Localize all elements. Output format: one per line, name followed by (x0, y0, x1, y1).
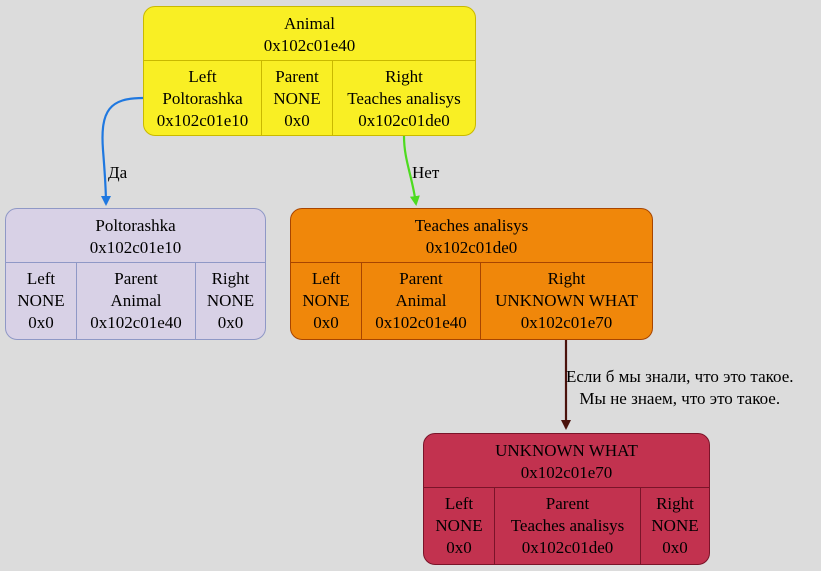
node-header: Animal 0x102c01e40 (144, 7, 475, 61)
node-title: UNKNOWN WHAT (495, 441, 638, 460)
field-left: Left NONE 0x0 (424, 488, 495, 564)
node-unknown-what: UNKNOWN WHAT 0x102c01e70 Left NONE 0x0 P… (423, 433, 710, 565)
edge-label-yes: Да (108, 163, 128, 182)
node-address: 0x102c01e10 (89, 238, 182, 257)
node-poltorashka: Poltorashka 0x102c01e10 Left NONE 0x0 Pa… (5, 208, 266, 340)
field-address: 0x102c01e70 (520, 313, 613, 332)
field-parent: Parent Animal 0x102c01e40 (77, 263, 196, 339)
node-title: Animal (284, 14, 335, 33)
node-animal: Animal 0x102c01e40 Left Poltorashka 0x10… (143, 6, 476, 136)
field-label: Left (444, 494, 474, 513)
node-header: Teaches analisys 0x102c01de0 (291, 209, 652, 263)
field-name: Poltorashka (162, 89, 243, 108)
field-name: NONE (273, 89, 321, 108)
edge-yes (100, 96, 144, 206)
field-parent: Parent Animal 0x102c01e40 (362, 263, 481, 339)
field-address: 0x0 (217, 313, 244, 332)
field-right: Right NONE 0x0 (196, 263, 265, 339)
field-address: 0x102c01e10 (156, 111, 249, 130)
field-parent: Parent Teaches analisys 0x102c01de0 (495, 488, 641, 564)
field-label: Left (188, 67, 217, 86)
field-name: NONE (302, 291, 350, 310)
field-label: Left (26, 269, 56, 288)
node-header: Poltorashka 0x102c01e10 (6, 209, 265, 263)
node-header: UNKNOWN WHAT 0x102c01e70 (424, 434, 709, 488)
field-address: 0x0 (28, 313, 54, 332)
node-teaches-analisys: Teaches analisys 0x102c01de0 Left NONE 0… (290, 208, 653, 340)
field-name: NONE (435, 516, 483, 535)
field-name: Animal (110, 291, 162, 310)
field-right: Right Teaches analisys 0x102c01de0 (333, 61, 475, 135)
edge-no (402, 135, 420, 206)
node-title: Poltorashka (95, 216, 176, 235)
field-label: Right (211, 269, 250, 288)
field-name: UNKNOWN WHAT (495, 291, 638, 310)
field-label: Parent (275, 67, 319, 86)
field-label: Parent (545, 494, 590, 513)
field-address: 0x102c01de0 (358, 111, 450, 130)
field-address: 0x0 (662, 538, 688, 557)
field-label: Left (311, 269, 341, 288)
field-label: Parent (399, 269, 443, 288)
field-right: Right UNKNOWN WHAT 0x102c01e70 (481, 263, 652, 339)
edge-label-child: Если б мы знали, что это такое. Мы не зн… (566, 366, 794, 410)
field-label: Right (385, 67, 423, 86)
field-name: NONE (17, 291, 65, 310)
field-address: 0x102c01de0 (521, 538, 614, 557)
field-name: NONE (206, 291, 255, 310)
field-label: Right (547, 269, 586, 288)
field-label: Parent (114, 269, 158, 288)
field-address: 0x0 (446, 538, 472, 557)
field-left: Left NONE 0x0 (291, 263, 362, 339)
field-left: Left NONE 0x0 (6, 263, 77, 339)
edge-label-no: Нет (412, 163, 440, 182)
field-name: NONE (651, 516, 699, 535)
field-name: Teaches analisys (347, 89, 461, 108)
field-address: 0x102c01e40 (90, 313, 182, 332)
field-address: 0x0 (284, 111, 310, 130)
field-parent: Parent NONE 0x0 (262, 61, 333, 135)
field-label: Right (656, 494, 694, 513)
node-address: 0x102c01e70 (520, 463, 613, 482)
node-address: 0x102c01de0 (425, 238, 518, 257)
edge-label-child-line1: Если б мы знали, что это такое. (566, 367, 794, 386)
field-left: Left Poltorashka 0x102c01e10 (144, 61, 262, 135)
field-address: 0x0 (313, 313, 339, 332)
field-address: 0x102c01e40 (375, 313, 467, 332)
field-name: Teaches analisys (510, 516, 625, 535)
node-title: Teaches analisys (414, 216, 529, 235)
node-address: 0x102c01e40 (263, 36, 356, 55)
field-right: Right NONE 0x0 (641, 488, 709, 564)
edge-label-child-line2: Мы не знаем, что это такое. (579, 389, 781, 408)
field-name: Animal (395, 291, 447, 310)
